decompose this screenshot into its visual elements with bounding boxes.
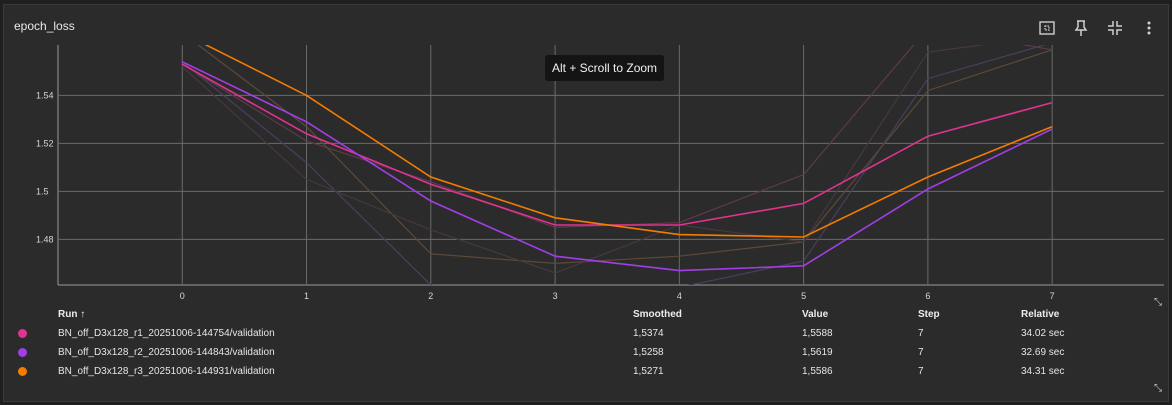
zoom-hint-tooltip: Alt + Scroll to Zoom <box>545 55 665 81</box>
header-smoothed[interactable]: Smoothed <box>633 309 682 320</box>
run-color-dot <box>18 329 27 338</box>
raw-series-line <box>197 45 1053 265</box>
smoothed-series-line <box>181 61 1053 272</box>
card-toolbar <box>1034 15 1162 41</box>
table-row[interactable]: BN_off_D3x128_r1_20251006-144754/validat… <box>4 324 1170 343</box>
table-row[interactable]: BN_off_D3x128_r2_20251006-144843/validat… <box>4 343 1170 362</box>
relative-value: 34.31 sec <box>1021 366 1065 377</box>
run-table: Run ↑ Smoothed Value Step Relative BN_of… <box>4 305 1170 381</box>
header-value[interactable]: Value <box>802 309 829 320</box>
relative-value: 34.02 sec <box>1021 328 1065 339</box>
x-tick-label: 1 <box>304 291 309 301</box>
resize-handle-icon[interactable]: ⤡ <box>1154 297 1162 308</box>
x-tick-label: 0 <box>180 291 185 301</box>
x-tick-label: 7 <box>1050 291 1055 301</box>
table-row[interactable]: BN_off_D3x128_r3_20251006-144931/validat… <box>4 362 1170 381</box>
raw-series-line <box>181 45 1047 285</box>
table-header: Run ↑ Smoothed Value Step Relative <box>4 305 1170 324</box>
run-color-dot <box>18 348 27 357</box>
more-vertical-icon[interactable] <box>1136 15 1162 41</box>
run-color-dot <box>18 367 27 376</box>
smoothed-series-line <box>181 63 1053 226</box>
run-name: BN_off_D3x128_r3_20251006-144931/validat… <box>58 366 275 377</box>
y-tick-label: 1.52 <box>36 138 54 148</box>
table-resize-handle-icon[interactable]: ⤡ <box>1154 383 1162 394</box>
x-tick-label: 3 <box>553 291 558 301</box>
x-tick-label: 2 <box>428 291 433 301</box>
step-value: 7 <box>918 366 924 377</box>
x-tick-label: 6 <box>925 291 930 301</box>
smoothed-series-line <box>204 45 1053 238</box>
raw-value: 1,5619 <box>802 347 833 358</box>
relative-value: 32.69 sec <box>1021 347 1065 358</box>
raw-value: 1,5586 <box>802 366 833 377</box>
smoothed-value: 1,5258 <box>633 347 664 358</box>
header-relative[interactable]: Relative <box>1021 309 1060 320</box>
y-tick-label: 1.48 <box>36 234 54 244</box>
x-tick-label: 4 <box>677 291 682 301</box>
collapse-icon[interactable] <box>1102 15 1128 41</box>
x-tick-label: 5 <box>801 291 806 301</box>
header-step[interactable]: Step <box>918 309 940 320</box>
run-name: BN_off_D3x128_r1_20251006-144754/validat… <box>58 328 275 339</box>
smoothed-value: 1,5374 <box>633 328 664 339</box>
smoothed-value: 1,5271 <box>633 366 664 377</box>
raw-value: 1,5588 <box>802 328 833 339</box>
header-run[interactable]: Run ↑ <box>58 309 86 320</box>
loss-chart[interactable]: 0 1 2 3 4 5 6 7 1.48 1.5 1.52 1.54 <box>4 5 1170 305</box>
panel-title: epoch_loss <box>14 19 75 33</box>
scalar-card: epoch_loss 0 1 2 3 4 5 6 7 1.48 1.5 1.52 1.54 Alt +… <box>3 4 1169 402</box>
fit-to-data-icon[interactable] <box>1034 15 1060 41</box>
y-tick-label: 1.54 <box>36 90 54 100</box>
y-tick-label: 1.5 <box>36 186 49 196</box>
step-value: 7 <box>918 328 924 339</box>
raw-series-line <box>181 45 986 274</box>
step-value: 7 <box>918 347 924 358</box>
run-name: BN_off_D3x128_r2_20251006-144843/validat… <box>58 347 275 358</box>
pin-icon[interactable] <box>1068 15 1094 41</box>
